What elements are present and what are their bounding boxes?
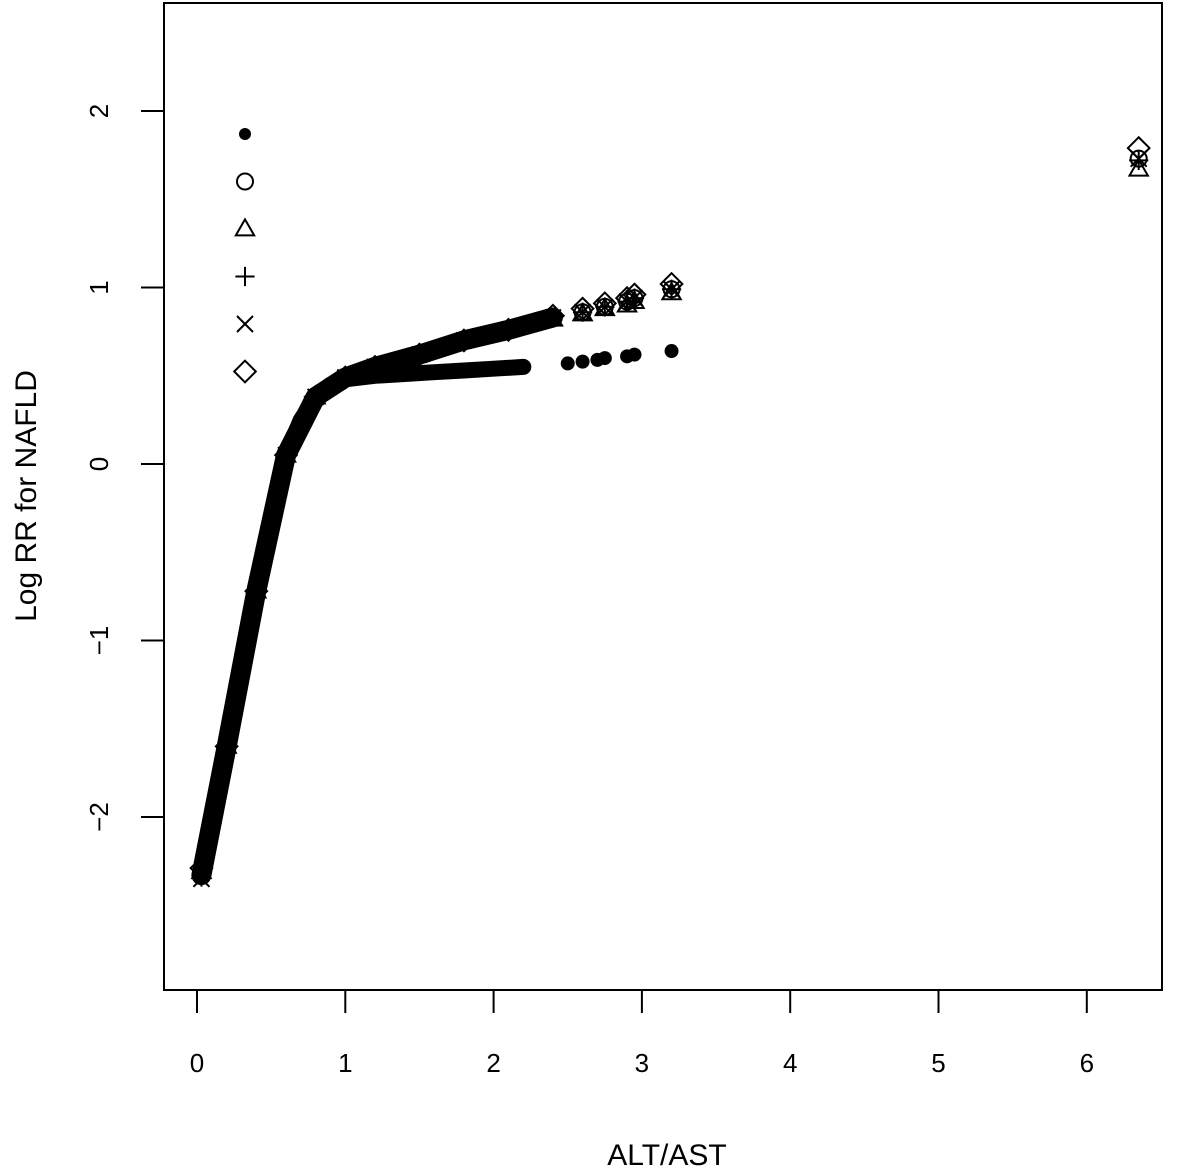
filled-circle-marker bbox=[234, 659, 249, 674]
x-tick-label: 0 bbox=[190, 1048, 204, 1078]
legend bbox=[232, 128, 258, 384]
x-tick-label: 6 bbox=[1080, 1048, 1094, 1078]
x-tick-label: 4 bbox=[783, 1048, 797, 1078]
open-diamond-marker bbox=[333, 365, 358, 390]
y-axis: −2 −1 0 1 2 bbox=[84, 104, 164, 832]
open-diamond-marker bbox=[592, 291, 618, 316]
open-diamond-marker bbox=[189, 855, 214, 881]
filled-circle-marker bbox=[486, 361, 501, 376]
y-tick-label: 1 bbox=[84, 280, 114, 294]
open-diamond-marker bbox=[214, 734, 239, 759]
filled-circle-marker bbox=[293, 412, 308, 427]
open-diamond-marker bbox=[1126, 135, 1151, 161]
cross-marker bbox=[625, 289, 644, 307]
plot-frame bbox=[163, 2, 1163, 991]
filled-circle-marker bbox=[323, 377, 338, 392]
cross-marker bbox=[236, 315, 254, 333]
x-axis: 0 1 2 3 4 5 6 bbox=[190, 990, 1094, 1078]
open-diamond-marker bbox=[659, 271, 684, 297]
cross-marker bbox=[544, 308, 562, 327]
open-diamond-marker bbox=[244, 578, 269, 604]
plus-marker bbox=[235, 266, 255, 287]
filled-circle-marker bbox=[456, 363, 471, 378]
filled-circle-marker bbox=[597, 351, 612, 366]
cross-marker bbox=[573, 303, 592, 321]
x-axis-title: ALT/AST bbox=[607, 1139, 726, 1172]
open-diamond-marker bbox=[540, 303, 566, 328]
x-tick-label: 1 bbox=[338, 1048, 352, 1078]
open-circle-marker bbox=[236, 172, 254, 191]
plus-marker bbox=[191, 867, 212, 887]
lower-band bbox=[193, 358, 532, 884]
open-diamond-marker bbox=[451, 328, 477, 353]
filled-circle-marker bbox=[204, 818, 219, 833]
filled-circle-marker bbox=[427, 365, 442, 380]
filled-circle-marker bbox=[239, 128, 251, 140]
y-tick-label: 2 bbox=[84, 104, 114, 118]
open-diamond-marker bbox=[496, 317, 521, 343]
y-tick-label: 0 bbox=[84, 457, 114, 471]
open-diamond-marker bbox=[407, 342, 432, 367]
open-diamond-marker bbox=[362, 354, 388, 380]
filled-circle-marker bbox=[516, 359, 531, 374]
filled-circle-marker bbox=[664, 344, 679, 359]
open-triangle-marker bbox=[234, 217, 256, 237]
open-diamond-marker bbox=[622, 282, 647, 307]
filled-circle-marker bbox=[397, 366, 412, 381]
open-diamond-marker bbox=[303, 384, 328, 410]
x-tick-label: 2 bbox=[486, 1048, 500, 1078]
open-diamond-marker bbox=[232, 359, 258, 384]
x-tick-label: 5 bbox=[931, 1048, 945, 1078]
open-diamond-marker bbox=[614, 285, 640, 311]
filled-circle-marker bbox=[353, 370, 368, 385]
filled-circle-marker bbox=[575, 354, 590, 369]
y-tick-label: −1 bbox=[84, 626, 114, 656]
filled-circle-marker bbox=[560, 356, 575, 371]
y-tick-label: −2 bbox=[84, 802, 114, 832]
filled-circle-marker bbox=[264, 509, 279, 524]
x-tick-label: 3 bbox=[635, 1048, 649, 1078]
open-triangle-marker bbox=[1127, 157, 1150, 177]
y-axis-title: Log RR for NAFLD bbox=[10, 370, 43, 622]
plus-marker bbox=[1129, 150, 1149, 171]
open-diamond-marker bbox=[570, 296, 595, 321]
open-diamond-marker bbox=[273, 442, 299, 468]
data-points bbox=[189, 135, 1151, 888]
cross-marker bbox=[662, 280, 681, 298]
filled-circle-marker bbox=[627, 347, 642, 362]
cross-marker bbox=[596, 298, 614, 316]
